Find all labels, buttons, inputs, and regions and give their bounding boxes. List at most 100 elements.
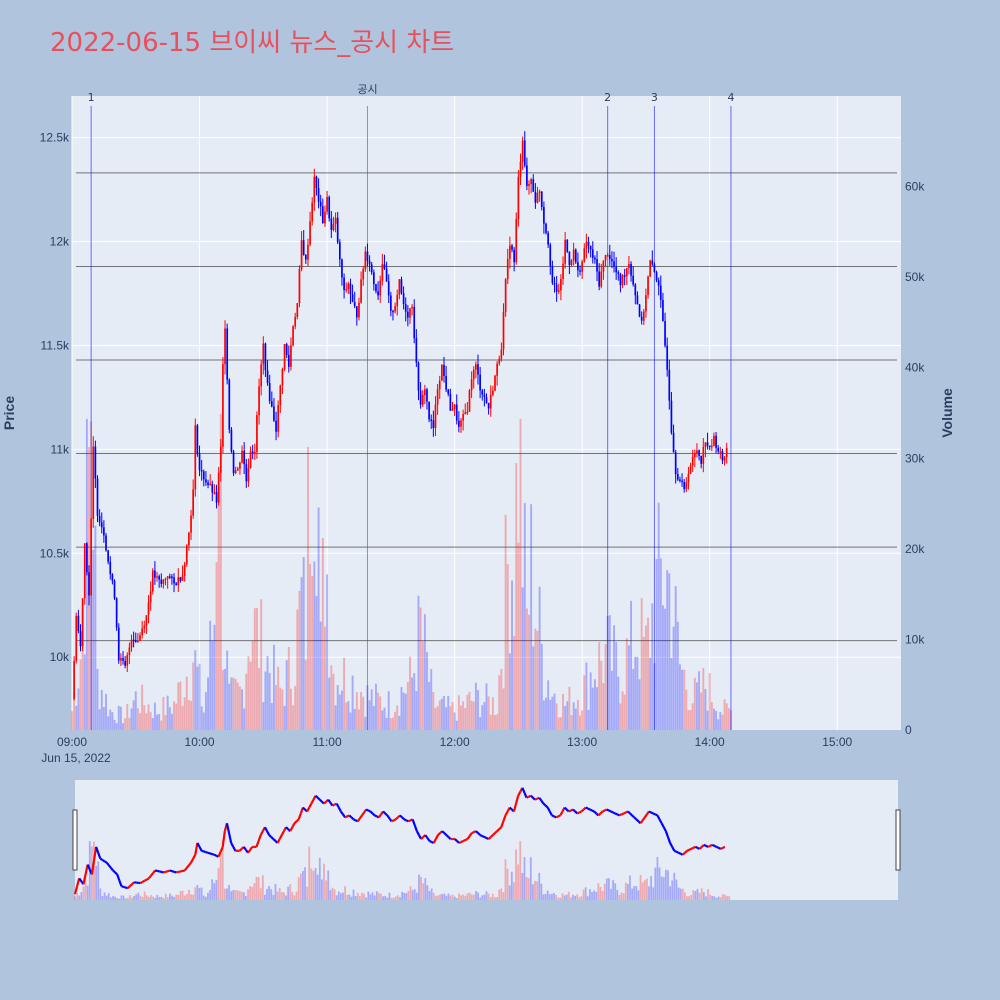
slider-right-handle[interactable] <box>895 809 901 871</box>
candle-body <box>424 389 426 396</box>
slider-volume-bar <box>418 874 420 900</box>
volume-tick-label: 50k <box>905 270 925 284</box>
volume-bar <box>474 682 477 730</box>
candle-body <box>311 202 314 222</box>
slider-price-segment <box>471 831 475 835</box>
candle-body <box>608 255 611 260</box>
volume-bar <box>234 678 237 730</box>
slider-volume-bar <box>118 898 121 900</box>
candle-body <box>557 290 560 292</box>
slider-price-segment <box>654 813 658 817</box>
slider-volume-bar <box>413 889 416 900</box>
volume-bar <box>511 580 513 730</box>
slider-price-segment <box>183 867 188 872</box>
slider-price-segment <box>675 850 679 854</box>
slider-price-segment <box>466 835 471 840</box>
candle-body <box>122 658 124 661</box>
volume-bar <box>204 692 207 730</box>
candle-body <box>485 397 488 403</box>
slider-price-segment <box>487 836 492 840</box>
volume-bar <box>119 706 122 730</box>
slider-price-segment <box>148 875 152 880</box>
candle-body <box>377 291 379 296</box>
candle-body <box>107 550 109 562</box>
slider-volume-bar <box>622 893 625 900</box>
candle-body <box>634 284 637 296</box>
slider-price-segment <box>295 818 300 823</box>
volume-bar <box>436 705 439 730</box>
slider-price-segment <box>280 830 285 836</box>
candle-body <box>606 255 609 257</box>
candle-body <box>543 206 545 224</box>
volume-bar <box>292 705 295 730</box>
candle-body <box>500 349 503 359</box>
candle-body <box>347 283 350 289</box>
candle-body <box>338 242 341 260</box>
slider-price-segment <box>576 811 580 815</box>
slider-volume-bar <box>97 861 100 900</box>
candle-body <box>77 615 80 632</box>
volume-bar <box>255 607 258 730</box>
volume-bar <box>498 675 501 730</box>
candle-body <box>228 379 231 430</box>
slider-volume-bar <box>443 893 446 900</box>
candle-body <box>521 140 524 162</box>
volume-bar <box>525 608 528 730</box>
slider-price-segment <box>289 826 294 832</box>
candle-body <box>642 311 645 321</box>
slider-price-segment <box>272 838 277 842</box>
slider-volume-bar <box>479 897 482 900</box>
slider-price-segment <box>703 843 707 847</box>
volume-bar <box>128 717 131 730</box>
slider-volume-bar <box>540 883 543 900</box>
candles <box>73 131 728 701</box>
slider-volume-bar <box>686 896 688 900</box>
slider-price-segment <box>125 886 129 890</box>
candle-body <box>217 472 220 503</box>
slider-price-segment <box>437 832 441 836</box>
slider-left-handle[interactable] <box>72 809 78 871</box>
volume-bar <box>143 705 146 730</box>
candle-body <box>598 271 601 287</box>
slider-price-segment <box>692 845 696 849</box>
slider-volume-bar <box>270 889 273 900</box>
slider-volume-bar <box>255 876 258 900</box>
candle-body <box>436 389 439 405</box>
volume-bar <box>494 715 496 730</box>
candle-body <box>134 640 137 642</box>
volume-bar <box>545 697 547 730</box>
candle-body <box>273 406 275 421</box>
slider-volume-bar <box>525 876 528 900</box>
volume-bar <box>75 705 78 730</box>
slider-price-segment <box>230 842 235 848</box>
candle-body <box>404 304 407 312</box>
volume-bar <box>264 671 267 730</box>
volume-bar <box>351 675 354 730</box>
candle-body <box>538 191 541 194</box>
volume-bar <box>304 659 307 730</box>
slider-volume-bar <box>690 894 693 900</box>
candle-body <box>451 409 454 411</box>
candle-body <box>207 482 209 485</box>
candle-body <box>687 473 690 483</box>
price-tick-label: 10k <box>50 650 70 664</box>
candle-body <box>111 574 114 581</box>
slider-price-segment <box>291 822 296 828</box>
slider-volume-bar <box>707 889 709 900</box>
slider-volume-bar <box>105 895 108 900</box>
slider-price-segment <box>688 847 692 851</box>
slider-price-segment <box>391 819 395 823</box>
candle-body <box>366 251 369 261</box>
volume-bar <box>434 707 437 730</box>
volume-bar <box>712 708 715 730</box>
slider-volume-bar <box>323 863 325 900</box>
volume-bar <box>500 668 503 730</box>
candle-body <box>494 375 496 391</box>
volume-bar <box>632 669 635 730</box>
slider-price-segment <box>477 832 481 836</box>
volume-bar <box>506 564 509 730</box>
slider-volume-bar <box>217 868 220 900</box>
slider-volume-bar <box>122 895 125 900</box>
volume-bar <box>579 715 581 730</box>
